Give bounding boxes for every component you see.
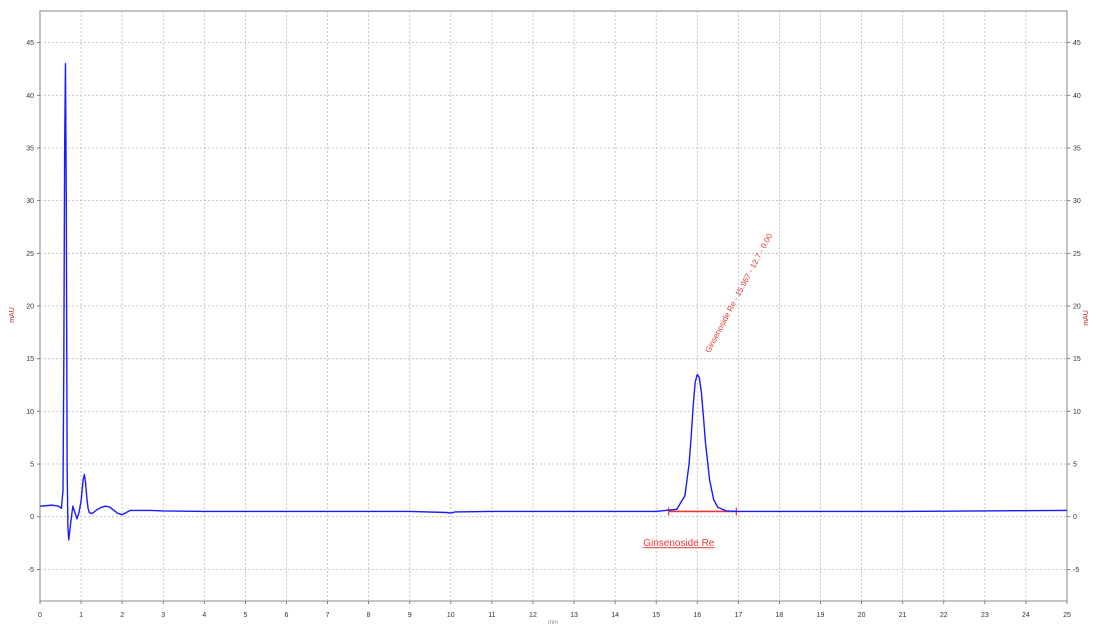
y-tick-label-right: 10 <box>1073 409 1081 416</box>
annotations: Ginsenoside Re - 15.967 - 12.7 - 0.00 Gin… <box>643 231 774 549</box>
axis-ticks: 0 1 2 3 4 5 6 7 8 9 10 11 12 13 14 15 16 17 18 19 20 21 22 23 24… <box>26 40 1081 619</box>
x-tick-label: 4 <box>202 612 206 619</box>
x-tick-label: 22 <box>940 612 948 619</box>
x-tick-label: 15 <box>652 612 660 619</box>
y-tick-label-left: 30 <box>26 198 34 205</box>
y-tick-label-left: 5 <box>30 462 34 469</box>
x-tick-label: 16 <box>693 612 701 619</box>
x-tick-label: 7 <box>326 612 330 619</box>
x-tick-label: 6 <box>285 612 289 619</box>
y-tick-label-left: 20 <box>26 304 34 311</box>
x-tick-label: 17 <box>734 612 742 619</box>
y-tick-label-left: 40 <box>26 93 34 100</box>
y-tick-label-right: 45 <box>1073 40 1081 47</box>
peak-label: Ginsenoside Re - 15.967 - 12.7 - 0.00 <box>703 231 774 354</box>
series-line <box>39 62 1068 541</box>
y-tick-label-right: 35 <box>1073 145 1081 152</box>
x-tick-label: 24 <box>1022 612 1030 619</box>
y-tick-label-right: 0 <box>1073 514 1077 521</box>
y-tick-label-left: 15 <box>26 356 34 363</box>
y-tick-label-right: 5 <box>1073 462 1077 469</box>
x-tick-label: 0 <box>38 612 42 619</box>
x-tick-label: 8 <box>367 612 371 619</box>
x-tick-label: 19 <box>817 612 825 619</box>
y-tick-label-right: 25 <box>1073 251 1081 258</box>
y-tick-label-right: 15 <box>1073 356 1081 363</box>
x-tick-label: 3 <box>161 612 165 619</box>
grid <box>40 11 1067 601</box>
x-axis-unit: min <box>548 620 558 625</box>
x-tick-label: 11 <box>488 612 495 619</box>
y-tick-label-right: -5 <box>1073 567 1079 574</box>
x-tick-label: 14 <box>611 612 619 619</box>
peak-name-label: Ginsenoside Re <box>643 538 715 549</box>
y-axis-unit-left: mAU <box>9 307 16 323</box>
x-tick-label: 13 <box>570 612 578 619</box>
x-tick-label: 9 <box>408 612 412 619</box>
y-axis-unit-right: mAU <box>1083 310 1090 326</box>
y-tick-label-left: 35 <box>26 145 34 152</box>
x-tick-label: 12 <box>529 612 537 619</box>
x-tick-label: 18 <box>776 612 784 619</box>
y-tick-label-left: 45 <box>26 40 34 47</box>
x-tick-label: 25 <box>1063 612 1071 619</box>
x-tick-label: 2 <box>120 612 124 619</box>
y-tick-label-left: 25 <box>26 251 34 258</box>
y-tick-label-left: 0 <box>30 514 34 521</box>
x-tick-label: 21 <box>899 612 907 619</box>
x-tick-label: 1 <box>79 612 83 619</box>
y-tick-label-right: 40 <box>1073 93 1081 100</box>
x-tick-label: 23 <box>981 612 989 619</box>
x-tick-label: 5 <box>243 612 247 619</box>
y-tick-label-right: 30 <box>1073 198 1081 205</box>
y-tick-label-left: -5 <box>28 567 34 574</box>
x-tick-label: 20 <box>858 612 866 619</box>
y-tick-label-left: 10 <box>26 409 34 416</box>
y-tick-label-right: 20 <box>1073 304 1081 311</box>
x-tick-label: 10 <box>447 612 455 619</box>
